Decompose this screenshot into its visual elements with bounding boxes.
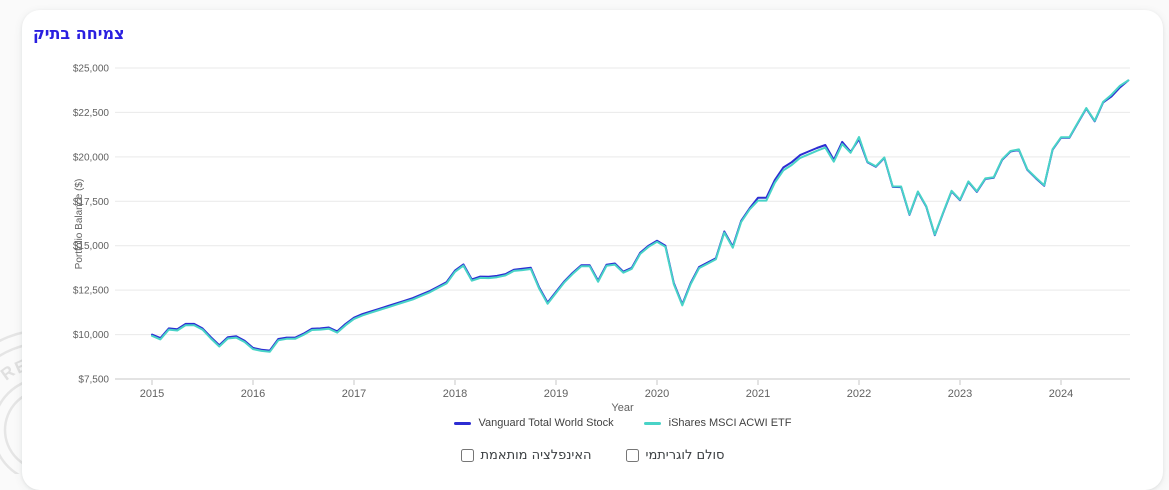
portfolio-growth-card: צמיחה בתיק $7,500 $10,000 $12,500 $15,000 $1… <box>22 10 1163 490</box>
ishares-legend-label: iShares MSCI ACWI ETF <box>668 417 792 429</box>
log-scale-label: סולם לוגריתמי <box>645 448 725 463</box>
svg-text:2019: 2019 <box>544 388 568 400</box>
log-scale-control[interactable]: סולם לוגריתמי <box>625 448 725 463</box>
legend-item-ishares[interactable]: iShares MSCI ACWI ETF <box>643 417 792 429</box>
ishares-line-swatch <box>643 421 661 425</box>
svg-text:$12,500: $12,500 <box>73 286 110 297</box>
chart-controls: האינפלציה מותאמת סולם לוגריתמי <box>22 448 1163 463</box>
watermark-rings <box>0 328 44 474</box>
vanguard-line-swatch <box>453 421 471 425</box>
svg-text:$10,000: $10,000 <box>73 330 110 341</box>
svg-text:2016: 2016 <box>241 388 265 400</box>
inflation-adjusted-label: האינפלציה מותאמת <box>480 448 592 463</box>
svg-text:2023: 2023 <box>948 388 972 400</box>
svg-text:$20,000: $20,000 <box>73 152 110 163</box>
svg-text:2021: 2021 <box>746 388 770 400</box>
chart-legend: Vanguard Total World Stock iShares MSCI … <box>22 417 1163 429</box>
svg-text:2015: 2015 <box>140 388 164 400</box>
page-title: צמיחה בתיק <box>33 24 125 43</box>
svg-text:2022: 2022 <box>847 388 871 400</box>
inflation-adjusted-control[interactable]: האינפלציה מותאמת <box>460 448 592 463</box>
svg-text:2018: 2018 <box>443 388 467 400</box>
svg-text:2017: 2017 <box>342 388 366 400</box>
log-scale-checkbox[interactable] <box>625 449 639 462</box>
svg-text:2020: 2020 <box>645 388 669 400</box>
svg-text:$25,000: $25,000 <box>73 64 110 75</box>
portfolio-growth-chart[interactable]: $7,500 $10,000 $12,500 $15,000 $17,500 $20,00… <box>22 55 1163 415</box>
inflation-adjusted-checkbox[interactable] <box>460 449 474 462</box>
chart-axes: $7,500 $10,000 $12,500 $15,000 $17,500 $20,00… <box>73 64 1073 415</box>
chart-series-lines <box>151 79 1130 353</box>
svg-text:$7,500: $7,500 <box>78 375 109 386</box>
chart-gridlines <box>115 67 1130 380</box>
svg-text:Year: Year <box>611 402 634 414</box>
svg-text:$22,500: $22,500 <box>73 108 110 119</box>
svg-text:$17,500: $17,500 <box>73 197 110 208</box>
legend-item-vanguard[interactable]: Vanguard Total World Stock <box>453 417 614 429</box>
svg-text:2024: 2024 <box>1049 388 1073 400</box>
vanguard-legend-label: Vanguard Total World Stock <box>478 417 614 429</box>
svg-text:$15,000: $15,000 <box>73 241 110 252</box>
svg-text:Portfolio Balance ($): Portfolio Balance ($) <box>74 179 85 270</box>
